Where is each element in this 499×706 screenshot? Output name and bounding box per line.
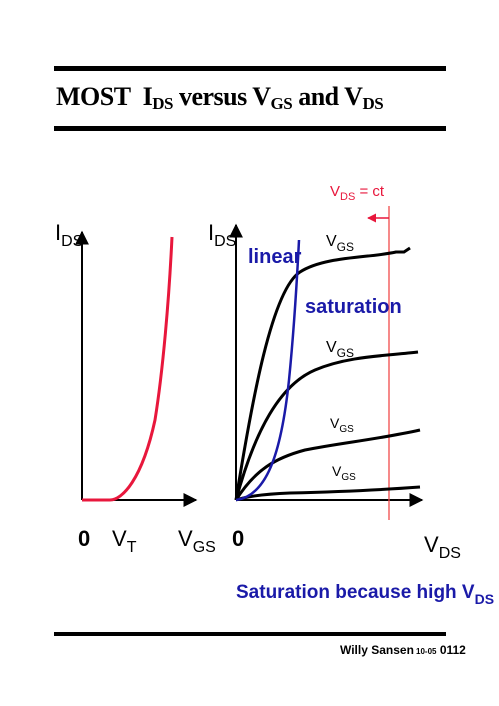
curve-label-4: VGS (332, 463, 356, 483)
id-vds-curve-4 (235, 485, 421, 502)
bottom-rule (54, 632, 446, 636)
left-vt-label: VT (112, 526, 137, 556)
vds-ct-label: VDS = ct (330, 183, 385, 203)
footer-author: Willy Sansen (340, 643, 414, 657)
curve-label-1: VGS (326, 233, 354, 254)
left-id-vgs-curve (82, 236, 174, 502)
id-vds-curve-2 (234, 350, 419, 501)
top-rule (54, 66, 446, 71)
curve-label-3: VGS (330, 415, 354, 435)
linear-label: linear (248, 246, 302, 268)
caption: Saturation because high VDS (236, 582, 494, 607)
page-title: MOST IDS versus VGS and VDS (56, 82, 384, 113)
id-vds-curve-1 (234, 246, 411, 501)
saturation-boundary (235, 239, 301, 502)
left-x-label: VGS (178, 526, 216, 556)
curve-label-2: VGS (326, 339, 354, 360)
left-x-origin: 0 (78, 526, 90, 551)
footer-code: 10-05 0112 (416, 643, 466, 657)
left-y-label: IDS (55, 220, 83, 250)
right-x-origin: 0 (232, 526, 244, 551)
title-rule (54, 126, 446, 131)
id-vds-curve-3 (234, 428, 421, 501)
saturation-label: saturation (305, 296, 402, 318)
right-y-label: IDS (208, 220, 236, 250)
right-x-label: VDS (424, 532, 461, 562)
